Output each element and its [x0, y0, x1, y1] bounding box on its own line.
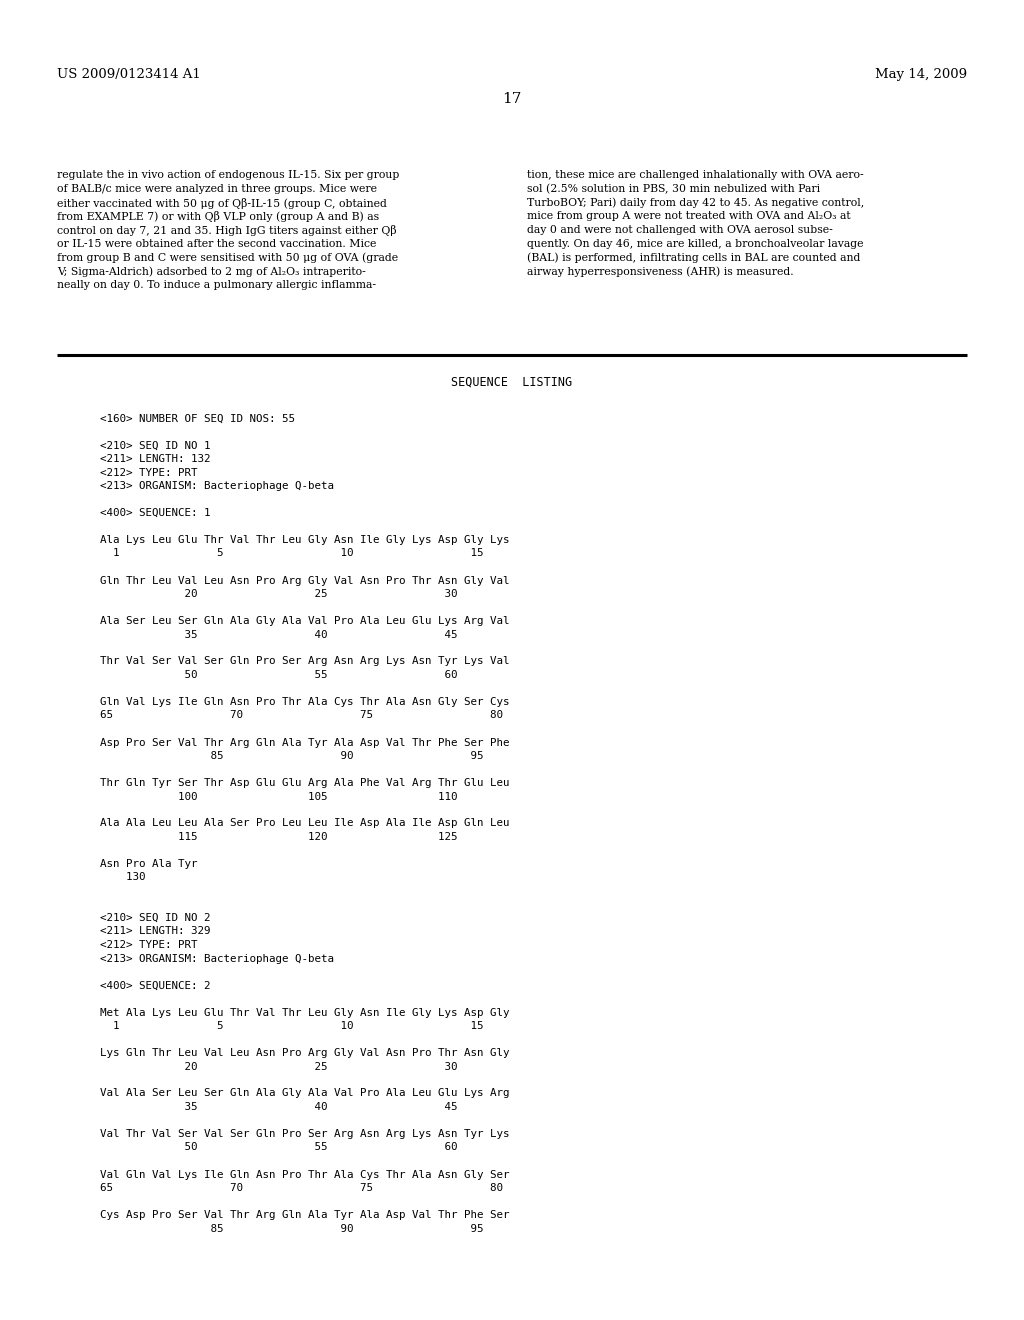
Text: Thr Gln Tyr Ser Thr Asp Glu Glu Arg Ala Phe Val Arg Thr Glu Leu: Thr Gln Tyr Ser Thr Asp Glu Glu Arg Ala … — [100, 777, 510, 788]
Text: of BALB/c mice were analyzed in three groups. Mice were: of BALB/c mice were analyzed in three gr… — [57, 183, 377, 194]
Text: US 2009/0123414 A1: US 2009/0123414 A1 — [57, 69, 201, 81]
Text: <211> LENGTH: 132: <211> LENGTH: 132 — [100, 454, 211, 465]
Text: 65                  70                  75                  80: 65 70 75 80 — [100, 710, 503, 721]
Text: 17: 17 — [503, 92, 521, 106]
Text: Thr Val Ser Val Ser Gln Pro Ser Arg Asn Arg Lys Asn Tyr Lys Val: Thr Val Ser Val Ser Gln Pro Ser Arg Asn … — [100, 656, 510, 667]
Text: Gln Thr Leu Val Leu Asn Pro Arg Gly Val Asn Pro Thr Asn Gly Val: Gln Thr Leu Val Leu Asn Pro Arg Gly Val … — [100, 576, 510, 586]
Text: <213> ORGANISM: Bacteriophage Q-beta: <213> ORGANISM: Bacteriophage Q-beta — [100, 480, 334, 491]
Text: from group B and C were sensitised with 50 μg of OVA (grade: from group B and C were sensitised with … — [57, 253, 398, 264]
Text: 100                 105                 110: 100 105 110 — [100, 792, 458, 801]
Text: 50                  55                  60: 50 55 60 — [100, 1143, 458, 1152]
Text: sol (2.5% solution in PBS, 30 min nebulized with Pari: sol (2.5% solution in PBS, 30 min nebuli… — [527, 183, 820, 194]
Text: <212> TYPE: PRT: <212> TYPE: PRT — [100, 467, 198, 478]
Text: airway hyperresponsiveness (AHR) is measured.: airway hyperresponsiveness (AHR) is meas… — [527, 267, 794, 277]
Text: Asn Pro Ala Tyr: Asn Pro Ala Tyr — [100, 859, 198, 869]
Text: <213> ORGANISM: Bacteriophage Q-beta: <213> ORGANISM: Bacteriophage Q-beta — [100, 953, 334, 964]
Text: or IL-15 were obtained after the second vaccination. Mice: or IL-15 were obtained after the second … — [57, 239, 377, 249]
Text: <210> SEQ ID NO 1: <210> SEQ ID NO 1 — [100, 441, 211, 450]
Text: 1               5                  10                  15: 1 5 10 15 — [100, 1020, 483, 1031]
Text: 35                  40                  45: 35 40 45 — [100, 1102, 458, 1111]
Text: Val Gln Val Lys Ile Gln Asn Pro Thr Ala Cys Thr Ala Asn Gly Ser: Val Gln Val Lys Ile Gln Asn Pro Thr Ala … — [100, 1170, 510, 1180]
Text: 85                  90                  95: 85 90 95 — [100, 1224, 483, 1233]
Text: May 14, 2009: May 14, 2009 — [874, 69, 967, 81]
Text: 130: 130 — [100, 873, 145, 883]
Text: 1               5                  10                  15: 1 5 10 15 — [100, 549, 483, 558]
Text: Ala Lys Leu Glu Thr Val Thr Leu Gly Asn Ile Gly Lys Asp Gly Lys: Ala Lys Leu Glu Thr Val Thr Leu Gly Asn … — [100, 535, 510, 545]
Text: <400> SEQUENCE: 2: <400> SEQUENCE: 2 — [100, 981, 211, 990]
Text: Met Ala Lys Leu Glu Thr Val Thr Leu Gly Asn Ile Gly Lys Asp Gly: Met Ala Lys Leu Glu Thr Val Thr Leu Gly … — [100, 1007, 510, 1018]
Text: <400> SEQUENCE: 1: <400> SEQUENCE: 1 — [100, 508, 211, 517]
Text: Val Thr Val Ser Val Ser Gln Pro Ser Arg Asn Arg Lys Asn Tyr Lys: Val Thr Val Ser Val Ser Gln Pro Ser Arg … — [100, 1129, 510, 1139]
Text: Ala Ser Leu Ser Gln Ala Gly Ala Val Pro Ala Leu Glu Lys Arg Val: Ala Ser Leu Ser Gln Ala Gly Ala Val Pro … — [100, 616, 510, 626]
Text: mice from group A were not treated with OVA and Al₂O₃ at: mice from group A were not treated with … — [527, 211, 851, 222]
Text: 115                 120                 125: 115 120 125 — [100, 832, 458, 842]
Text: Asp Pro Ser Val Thr Arg Gln Ala Tyr Ala Asp Val Thr Phe Ser Phe: Asp Pro Ser Val Thr Arg Gln Ala Tyr Ala … — [100, 738, 510, 747]
Text: Cys Asp Pro Ser Val Thr Arg Gln Ala Tyr Ala Asp Val Thr Phe Ser: Cys Asp Pro Ser Val Thr Arg Gln Ala Tyr … — [100, 1210, 510, 1220]
Text: Ala Ala Leu Leu Ala Ser Pro Leu Leu Ile Asp Ala Ile Asp Gln Leu: Ala Ala Leu Leu Ala Ser Pro Leu Leu Ile … — [100, 818, 510, 829]
Text: TurboBOY; Pari) daily from day 42 to 45. As negative control,: TurboBOY; Pari) daily from day 42 to 45.… — [527, 198, 864, 209]
Text: neally on day 0. To induce a pulmonary allergic inflamma-: neally on day 0. To induce a pulmonary a… — [57, 280, 376, 290]
Text: 65                  70                  75                  80: 65 70 75 80 — [100, 1183, 503, 1193]
Text: quently. On day 46, mice are killed, a bronchoalveolar lavage: quently. On day 46, mice are killed, a b… — [527, 239, 863, 249]
Text: (BAL) is performed, infiltrating cells in BAL are counted and: (BAL) is performed, infiltrating cells i… — [527, 253, 860, 264]
Text: SEQUENCE  LISTING: SEQUENCE LISTING — [452, 376, 572, 389]
Text: <160> NUMBER OF SEQ ID NOS: 55: <160> NUMBER OF SEQ ID NOS: 55 — [100, 413, 295, 424]
Text: <211> LENGTH: 329: <211> LENGTH: 329 — [100, 927, 211, 936]
Text: tion, these mice are challenged inhalationally with OVA aero-: tion, these mice are challenged inhalati… — [527, 170, 863, 180]
Text: V; Sigma-Aldrich) adsorbed to 2 mg of Al₂O₃ intraperito-: V; Sigma-Aldrich) adsorbed to 2 mg of Al… — [57, 267, 366, 277]
Text: Val Ala Ser Leu Ser Gln Ala Gly Ala Val Pro Ala Leu Glu Lys Arg: Val Ala Ser Leu Ser Gln Ala Gly Ala Val … — [100, 1089, 510, 1098]
Text: 20                  25                  30: 20 25 30 — [100, 1061, 458, 1072]
Text: regulate the in vivo action of endogenous IL-15. Six per group: regulate the in vivo action of endogenou… — [57, 170, 399, 180]
Text: day 0 and were not challenged with OVA aerosol subse-: day 0 and were not challenged with OVA a… — [527, 226, 833, 235]
Text: Lys Gln Thr Leu Val Leu Asn Pro Arg Gly Val Asn Pro Thr Asn Gly: Lys Gln Thr Leu Val Leu Asn Pro Arg Gly … — [100, 1048, 510, 1059]
Text: from EXAMPLE 7) or with Qβ VLP only (group A and B) as: from EXAMPLE 7) or with Qβ VLP only (gro… — [57, 211, 379, 222]
Text: <212> TYPE: PRT: <212> TYPE: PRT — [100, 940, 198, 950]
Text: <210> SEQ ID NO 2: <210> SEQ ID NO 2 — [100, 913, 211, 923]
Text: 50                  55                  60: 50 55 60 — [100, 671, 458, 680]
Text: 85                  90                  95: 85 90 95 — [100, 751, 483, 762]
Text: Gln Val Lys Ile Gln Asn Pro Thr Ala Cys Thr Ala Asn Gly Ser Cys: Gln Val Lys Ile Gln Asn Pro Thr Ala Cys … — [100, 697, 510, 708]
Text: 35                  40                  45: 35 40 45 — [100, 630, 458, 639]
Text: either vaccinated with 50 μg of Qβ-IL-15 (group C, obtained: either vaccinated with 50 μg of Qβ-IL-15… — [57, 198, 387, 209]
Text: 20                  25                  30: 20 25 30 — [100, 589, 458, 599]
Text: control on day 7, 21 and 35. High IgG titers against either Qβ: control on day 7, 21 and 35. High IgG ti… — [57, 226, 396, 236]
